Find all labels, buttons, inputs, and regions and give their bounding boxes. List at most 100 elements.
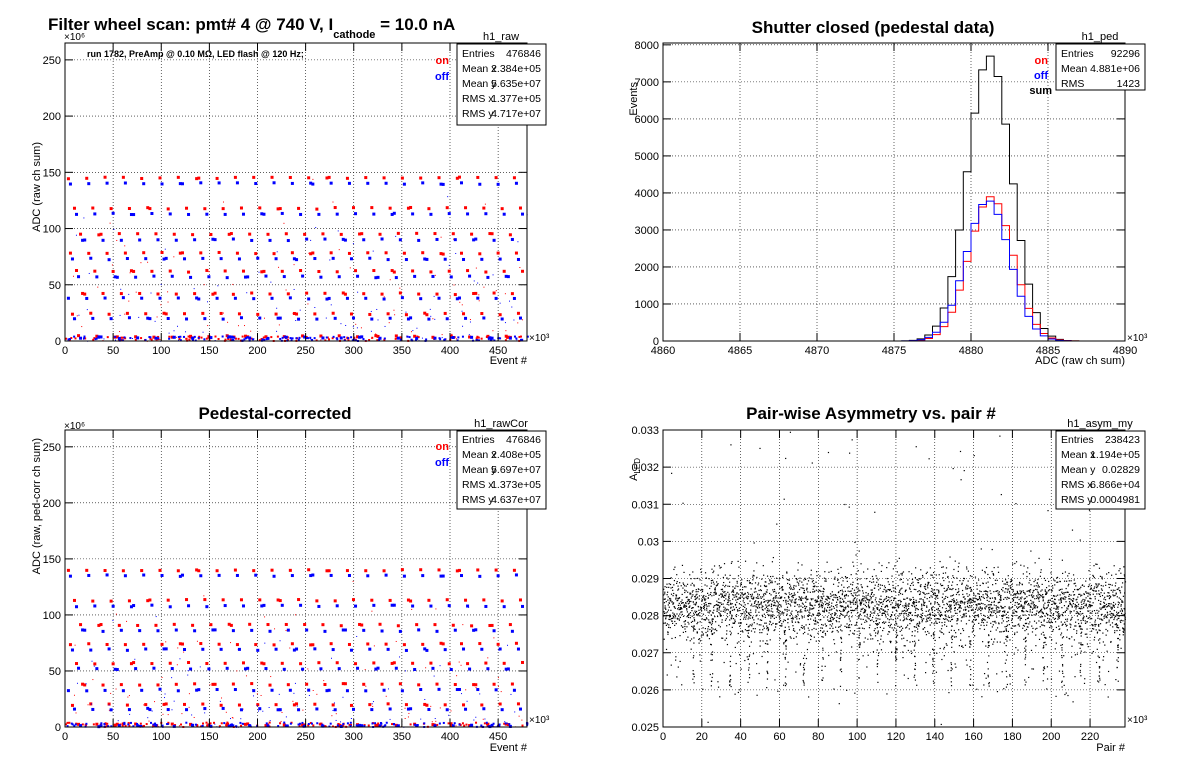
data-point: [893, 606, 895, 608]
data-point: [827, 619, 829, 621]
data-point: [699, 654, 701, 656]
data-point: [760, 602, 762, 604]
data-point: [920, 616, 923, 618]
data-point: [70, 257, 74, 261]
data-point: [154, 722, 157, 725]
data-point: [856, 607, 858, 609]
data-point: [136, 623, 140, 627]
data-point: [975, 595, 977, 597]
data-point: [876, 627, 878, 629]
data-point: [842, 605, 844, 608]
data-point: [303, 623, 307, 627]
data-point: [475, 721, 478, 724]
data-point: [313, 312, 317, 316]
data-point: [357, 291, 359, 293]
data-point: [326, 336, 329, 339]
data-point: [895, 604, 897, 607]
data-point: [980, 602, 983, 604]
data-point: [776, 623, 778, 625]
data-point: [755, 615, 757, 617]
data-point: [677, 666, 679, 668]
data-point: [812, 585, 814, 588]
data-point: [775, 605, 777, 607]
data-point: [908, 618, 911, 621]
data-point: [162, 713, 164, 715]
data-point: [1007, 589, 1009, 591]
data-point: [927, 630, 929, 633]
data-point: [513, 319, 515, 321]
data-point: [798, 584, 800, 586]
data-point: [773, 629, 775, 632]
data-point: [342, 724, 345, 727]
data-point: [885, 595, 888, 598]
data-point: [714, 592, 716, 594]
data-point: [926, 605, 928, 607]
data-point: [792, 629, 795, 631]
data-point: [888, 589, 890, 591]
data-point: [796, 618, 798, 620]
data-point: [730, 618, 733, 620]
data-point: [988, 606, 990, 609]
data-point: [782, 575, 784, 577]
data-point: [346, 337, 349, 340]
data-point: [239, 598, 243, 602]
data-point: [809, 634, 812, 636]
data-point: [416, 335, 419, 338]
data-point: [705, 595, 707, 598]
data-point: [721, 621, 723, 623]
data-point: [274, 628, 276, 630]
data-point: [1001, 580, 1004, 582]
data-point: [75, 605, 79, 609]
data-point: [965, 588, 967, 590]
data-point: [299, 269, 303, 273]
data-point: [146, 316, 150, 320]
data-point: [776, 601, 779, 603]
data-point: [698, 613, 700, 615]
data-point: [815, 589, 818, 591]
data-point: [449, 275, 453, 279]
data-point: [462, 647, 466, 651]
data-point: [763, 601, 765, 603]
data-point: [289, 647, 291, 649]
data-point: [875, 632, 877, 634]
data-point: [962, 629, 965, 632]
data-point: [996, 641, 998, 643]
data-point: [668, 586, 670, 588]
data-point: [981, 696, 983, 698]
data-point: [399, 287, 401, 289]
data-point: [954, 612, 957, 614]
data-point: [982, 596, 984, 598]
data-point: [858, 594, 860, 596]
data-point: [957, 619, 959, 621]
data-point: [1002, 610, 1004, 613]
data-point: [746, 630, 748, 632]
data-point: [709, 587, 711, 590]
data-point: [242, 708, 244, 710]
data-point: [882, 641, 884, 643]
data-point: [731, 614, 733, 616]
data-point: [808, 614, 810, 616]
data-point: [968, 599, 970, 602]
data-point: [366, 181, 370, 185]
data-point: [685, 596, 687, 599]
data-point: [738, 597, 740, 599]
data-point: [1028, 604, 1030, 606]
data-point: [1011, 579, 1013, 581]
data-point: [782, 600, 785, 602]
data-point: [802, 606, 804, 608]
data-point: [748, 616, 750, 618]
data-point: [744, 629, 747, 631]
data-point: [371, 703, 373, 705]
data-point: [889, 640, 891, 642]
data-point: [996, 611, 998, 613]
data-point: [670, 609, 672, 611]
data-point: [836, 621, 838, 623]
data-point: [278, 708, 282, 712]
data-point: [823, 630, 825, 632]
data-point: [925, 588, 927, 591]
data-point: [998, 611, 1000, 613]
data-point: [225, 334, 229, 338]
data-point: [679, 608, 682, 611]
data-point: [140, 176, 144, 180]
data-point: [457, 336, 460, 339]
